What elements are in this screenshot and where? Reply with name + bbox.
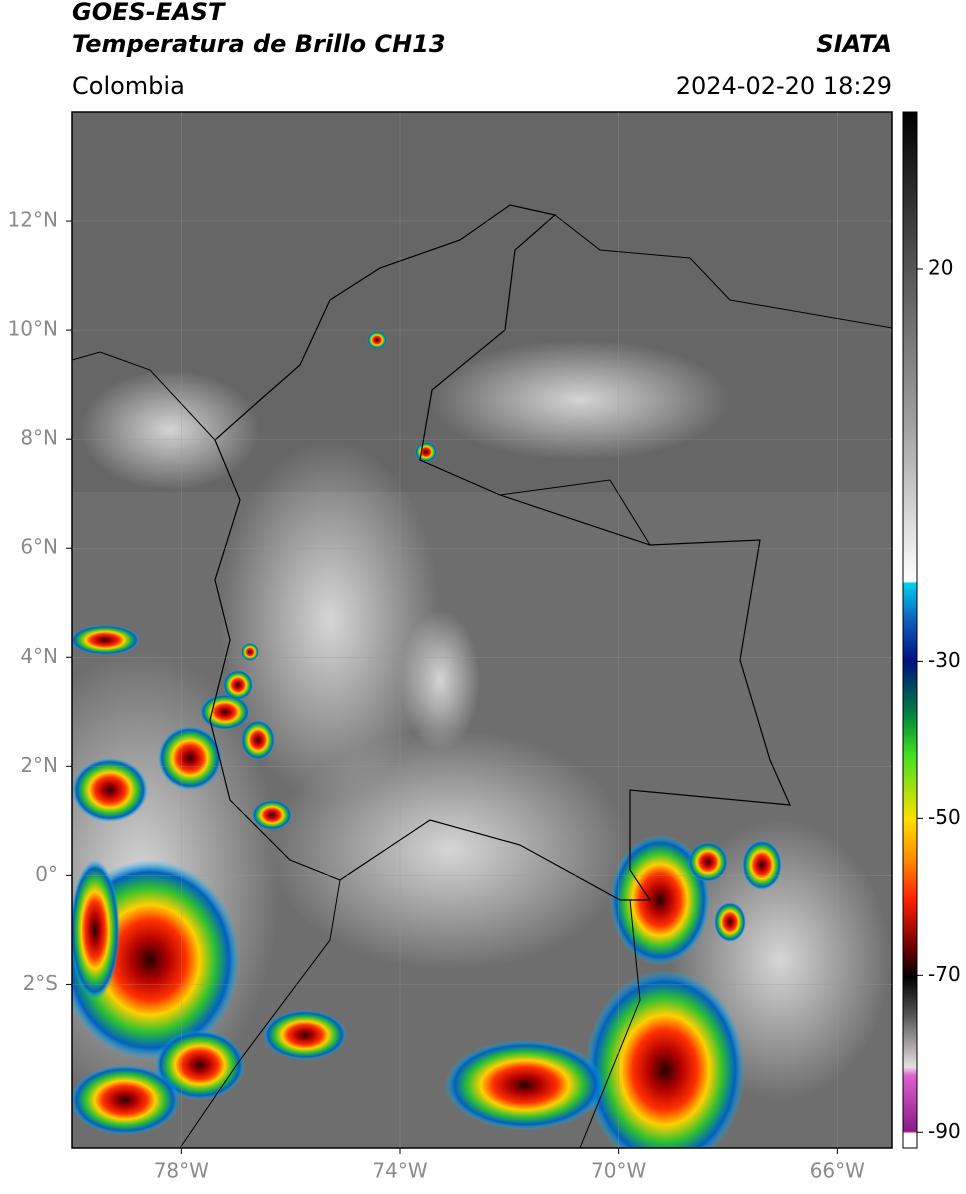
- y-tick-label: 4°N: [20, 644, 58, 668]
- y-tick-label: 0°: [35, 862, 58, 886]
- x-tick-label: 66°W: [810, 1159, 865, 1183]
- colorbar-tick-label: 20: [928, 255, 953, 279]
- other-borders: [72, 214, 892, 1148]
- y-tick-label: 2°N: [20, 753, 58, 777]
- colorbar-tick-label: -30: [928, 648, 961, 672]
- y-tick-label: 2°S: [23, 971, 58, 995]
- x-tick-label: 78°W: [154, 1159, 209, 1183]
- x-tick-label: 74°W: [372, 1159, 427, 1183]
- x-tick-label: 70°W: [591, 1159, 646, 1183]
- y-tick-label: 8°N: [20, 426, 58, 450]
- y-tick-label: 12°N: [8, 208, 58, 232]
- product: Temperatura de Brillo CH13: [72, 30, 446, 58]
- map-frame: [71, 111, 893, 1149]
- colombia-border: [209, 204, 791, 901]
- storms: [72, 331, 782, 1148]
- colorbar-tick-label: -90: [928, 1119, 961, 1143]
- organization: SIATA: [816, 30, 892, 58]
- y-tick-label: 10°N: [8, 317, 58, 341]
- colorbar-tick-label: -70: [928, 962, 961, 986]
- y-tick-label: 6°N: [20, 535, 58, 559]
- colorbar-tick-label: -50: [928, 805, 961, 829]
- region: Colombia: [72, 72, 185, 100]
- datetime: 2024-02-20 18:29: [676, 72, 892, 100]
- satellite: GOES-EAST: [72, 0, 226, 26]
- satellite-image: [72, 112, 892, 1148]
- colorbar: [902, 111, 918, 1149]
